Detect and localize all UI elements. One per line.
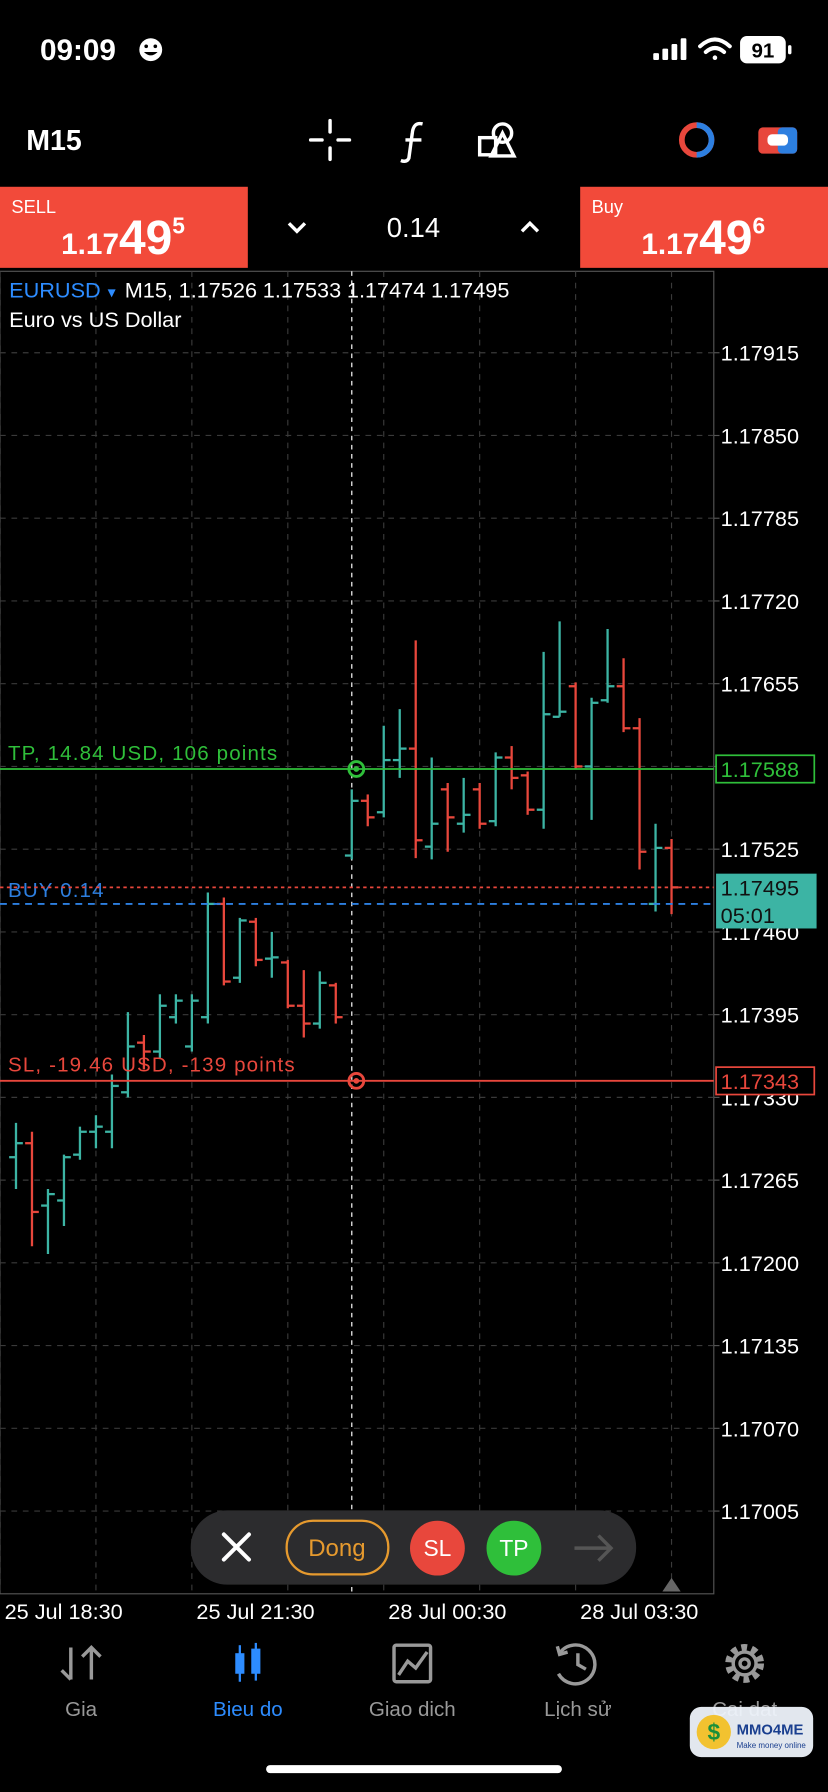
sl-button[interactable] [410,1520,465,1576]
y-tick-label: 1.17395 [721,1003,799,1028]
wifi-icon [698,37,732,61]
scroll-marker [662,1577,681,1592]
buy-label[interactable]: Buy [592,196,624,217]
symbol-menu[interactable]: ▾ [108,285,116,302]
price-tag [715,754,816,784]
home-indicator [266,1765,562,1774]
y-tick-label: 1.17005 [721,1499,799,1524]
x-tick-label: 25 Jul 21:30 [196,1599,314,1624]
header-close: 1.17495 [431,278,509,303]
lot-increase[interactable] [520,220,540,233]
signal-icon [653,38,687,61]
sell-price-main: 1.17 [61,228,119,261]
y-tick-label: 1.17135 [721,1334,799,1359]
tab-icon-history[interactable] [555,1643,597,1686]
status-emoji [139,38,163,62]
y-tick-label: 1.17525 [721,837,799,862]
tab-icon-quotes[interactable] [60,1645,102,1681]
tab-label[interactable]: Lịch sử [544,1698,612,1721]
buy-price-pips: 49 [699,212,752,265]
buy-price[interactable]: 1.17496 [641,212,765,265]
price-tag [716,873,817,929]
buy-button[interactable] [580,186,828,268]
action-bar: Dong SL TP [190,1510,637,1585]
toolbar-timeframe[interactable]: M15 [26,125,82,157]
x-tick-label: 28 Jul 00:30 [388,1599,506,1624]
sell-price-pips: 49 [119,212,172,265]
tp-label[interactable]: TP [499,1535,528,1561]
y-tick-label: 1.17915 [721,341,799,366]
countdown-label: 05:01 [721,903,775,928]
watermark-name: MMO4ME [737,1722,804,1738]
price-tag-label: 1.17588 [721,757,799,782]
close-button[interactable] [285,1519,390,1576]
sell-price-point: 5 [172,213,185,239]
one-click-button[interactable] [678,122,715,158]
level-handle-dot [353,766,360,772]
sell-button[interactable] [0,186,248,268]
tab-icon-trade[interactable] [392,1643,433,1684]
symbol[interactable]: EURUSD [9,278,101,303]
header-high: 1.17533 [263,278,341,303]
y-tick-label: 1.17265 [721,1168,799,1193]
chart: 25 Jul 18:30 25 Jul 21:30 28 Jul 00:30 28 J… [0,270,817,1624]
crosshair-button[interactable] [308,118,352,162]
tab-bar-bg [0,1622,828,1792]
y-tick-label: 1.17850 [721,423,799,448]
level-handle [347,1071,366,1090]
tab-icon-settings[interactable] [725,1644,765,1683]
x-tick-label: 28 Jul 03:30 [580,1599,698,1624]
sl-label[interactable]: SL [423,1535,451,1561]
tab-label[interactable]: Bieu do [213,1698,283,1721]
indicator-button[interactable] [400,121,423,163]
tab-icon-chart[interactable] [235,1642,261,1682]
trade-button[interactable] [758,127,798,154]
y-tick-label: 1.17200 [721,1251,799,1276]
level-label: BUY 0.14 [8,879,105,902]
battery-level: 91 [751,40,774,63]
symbol-description: Euro vs US Dollar [9,307,181,332]
level-label: TP, 14.84 USD, 106 points [8,742,278,765]
buy-price-main: 1.17 [641,228,699,261]
y-tick-label: 1.17655 [721,672,799,697]
status-time: 09:09 [40,34,116,67]
objects-button[interactable] [477,122,517,158]
lot-size[interactable]: 0.14 [387,212,440,243]
level-handle [347,760,366,778]
level-label: SL, -19.46 USD, -139 points [8,1054,296,1077]
plot-area [0,270,715,1595]
watermark-icon: $ [707,1719,720,1745]
chart-header: EURUSD ▾ M15, 1.17526 1.17533 1.17474 1.17495 [9,278,509,303]
lot-decrease[interactable] [287,222,307,234]
tp-button[interactable] [486,1520,542,1576]
sell-label[interactable]: SELL [11,196,56,217]
close-label[interactable]: Dong [308,1535,365,1562]
header-low: 1.17474 [347,278,425,303]
sell-price[interactable]: 1.17495 [61,212,185,265]
close-x-button[interactable] [221,1532,251,1562]
tab-label[interactable]: Giao dich [369,1698,456,1721]
battery-icon: 91 [740,36,792,64]
tab-label[interactable]: Gia [65,1698,98,1721]
level-handle-dot [353,1077,360,1084]
y-tick-label: 1.17785 [721,506,799,531]
price-tag-label: 1.17495 [721,875,799,900]
y-tick-label: 1.17720 [721,589,799,614]
header-timeframe: M15, [125,278,173,303]
watermark-slogan: Make money online [737,1741,807,1750]
price-tag-label: 1.17343 [721,1069,799,1094]
x-tick-label: 25 Jul 18:30 [5,1599,123,1624]
buy-price-point: 6 [752,213,765,239]
price-tag [715,1066,816,1096]
watermark: $ MMO4ME Make money online [689,1706,814,1758]
tab-bar: Gia Bieu do Giao dich Lịch sử Cai dat $ … [0,1622,828,1792]
y-tick-label: 1.17070 [721,1416,799,1441]
header-open: 1.17526 [179,278,257,303]
next-button[interactable] [574,1534,614,1562]
